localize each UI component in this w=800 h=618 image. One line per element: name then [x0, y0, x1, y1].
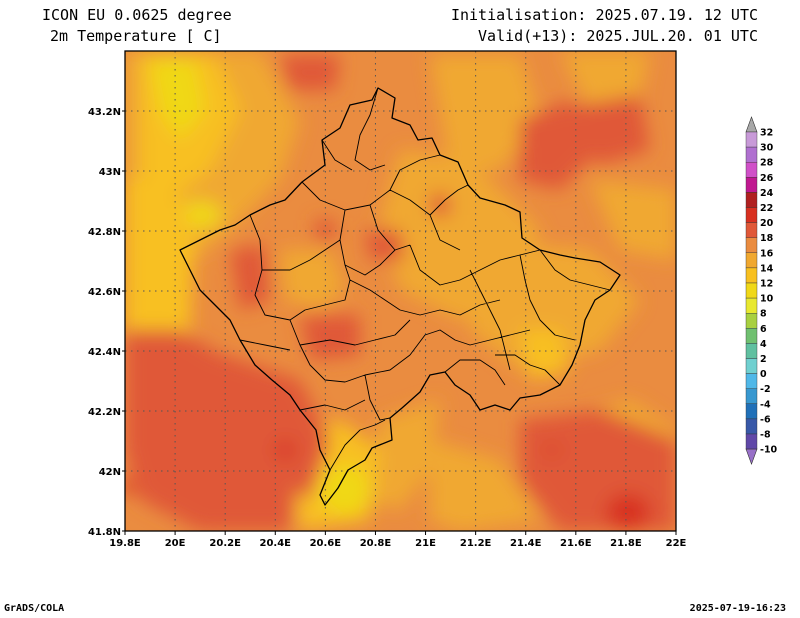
colorbar-label: -4 — [760, 399, 771, 410]
x-axis-labels: 19.8E 20E 20.2E 20.4E 20.6E 20.8E 21E 21.2E 21.4… — [109, 531, 687, 549]
colorbar-swatch — [745, 358, 758, 374]
colorbar-bottom-cap — [745, 448, 758, 465]
colorbar-swatch — [745, 313, 758, 329]
colorbar-top-cap — [745, 116, 758, 133]
grid-lines — [125, 51, 676, 531]
colorbar-label: 22 — [760, 203, 773, 214]
colorbar-swatch — [745, 207, 758, 223]
y-tick-label: 42.8N — [88, 227, 121, 238]
colorbar-swatch — [745, 282, 758, 299]
colorbar-label: 30 — [760, 143, 774, 154]
colorbar-swatch — [745, 343, 758, 359]
x-tick-label: 21.8E — [610, 538, 642, 549]
y-tick-label: 42.2N — [88, 407, 121, 418]
colorbar-swatch — [745, 222, 758, 238]
colorbar-label: -6 — [760, 414, 771, 425]
colorbar-label: 20 — [760, 218, 774, 229]
temperature-field — [125, 51, 676, 531]
valid-time-label: Valid(+13): 2025.JUL.20. 01 UTC — [478, 27, 758, 45]
colorbar-swatch — [745, 192, 758, 208]
y-tick-label: 43N — [99, 167, 121, 178]
initialisation-label: Initialisation: 2025.07.19. 12 UTC — [450, 6, 758, 24]
x-tick-label: 20.2E — [209, 538, 241, 549]
colorbar-swatch — [745, 418, 758, 435]
colorbar-swatch — [745, 433, 758, 450]
grads-credit: GrADS/COLA — [4, 603, 65, 614]
colorbar-swatch — [745, 403, 758, 420]
model-title: ICON EU 0.0625 degree — [42, 6, 232, 24]
x-tick-label: 20.8E — [360, 538, 392, 549]
colorbar-label: 2 — [760, 354, 767, 365]
colorbar-label: 4 — [760, 339, 767, 350]
border-lines — [179, 87, 621, 506]
colorbar-swatch — [745, 388, 758, 405]
colorbar-label: 24 — [760, 188, 774, 199]
colorbar-label: 32 — [760, 128, 773, 139]
colorbar-swatch — [745, 131, 758, 148]
y-tick-label: 42.4N — [88, 347, 121, 358]
y-tick-label: 42N — [99, 467, 121, 478]
y-tick-label: 41.8N — [88, 527, 121, 538]
x-tick-label: 20E — [165, 538, 186, 549]
colorbar-label: 10 — [760, 294, 774, 305]
colorbar-label: -10 — [760, 445, 778, 456]
x-tick-label: 21.4E — [510, 538, 542, 549]
colorbar-swatch — [745, 297, 758, 314]
colorbar-swatch — [745, 161, 758, 178]
colorbar-label: 16 — [760, 248, 774, 259]
x-tick-label: 20.4E — [260, 538, 292, 549]
country-border — [179, 87, 621, 506]
x-tick-label: 22E — [666, 538, 687, 549]
colorbar-label: 6 — [760, 324, 767, 335]
colorbar-label: 14 — [760, 263, 774, 274]
colorbar-label: 26 — [760, 173, 774, 184]
colorbar-label: 8 — [760, 309, 767, 320]
colorbar-label: 12 — [760, 279, 773, 290]
colorbar-label: -8 — [760, 430, 771, 441]
colorbar-swatch — [745, 267, 758, 284]
render-timestamp: 2025-07-19-16:23 — [689, 603, 786, 614]
colorbar-swatch — [745, 237, 758, 253]
y-tick-label: 43.2N — [88, 107, 121, 118]
colorbar-swatch — [745, 146, 758, 163]
x-tick-label: 21.2E — [460, 538, 492, 549]
colorbar-swatch — [745, 328, 758, 344]
colorbar-label: 28 — [760, 158, 774, 169]
colorbar-swatch — [745, 177, 758, 193]
colorbar-label: 18 — [760, 233, 774, 244]
municipal-borders — [239, 87, 611, 471]
colorbar-swatch — [745, 252, 758, 269]
y-axis-labels: 41.8N 42N 42.2N 42.4N 42.6N 42.8N 43N 43.2N — [88, 107, 125, 538]
x-tick-label: 21.6E — [560, 538, 592, 549]
colorbar-label: -2 — [760, 384, 771, 395]
colorbar-label: 0 — [760, 369, 767, 380]
parameter-title: 2m Temperature [ C] — [50, 27, 222, 45]
x-tick-label: 20.6E — [310, 538, 342, 549]
x-tick-label: 19.8E — [109, 538, 141, 549]
x-tick-label: 21E — [415, 538, 436, 549]
y-tick-label: 42.6N — [88, 287, 121, 298]
colorbar-swatch — [745, 373, 758, 389]
